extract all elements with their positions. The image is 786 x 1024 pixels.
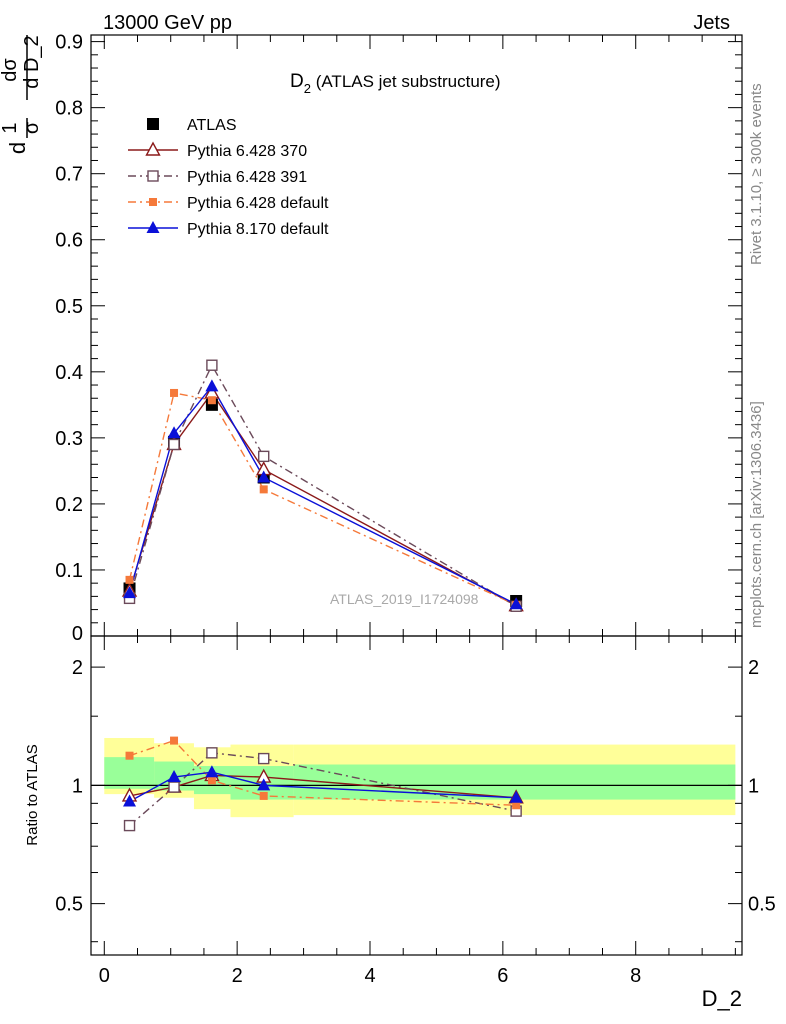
ratio-point-3 [509, 790, 523, 803]
main-series-line-3 [128, 392, 517, 606]
legend-label: Pythia 6.428 391 [187, 169, 307, 186]
main-point-2 [206, 359, 218, 371]
main-ytick-label: 0.1 [55, 560, 83, 582]
ratio-point-2 [259, 791, 268, 800]
ylabel-sigma: σ [21, 121, 43, 134]
main-ytick-label: 0.8 [55, 98, 83, 120]
legend-label: Pythia 6.428 default [187, 195, 329, 212]
ratio-point-3 [167, 770, 181, 783]
x-tick-label: 8 [630, 965, 641, 987]
ratio-series-line-2 [129, 739, 517, 806]
main-point-4 [257, 470, 271, 483]
main-ytick-label: 0.7 [55, 164, 83, 186]
plot-title: D2 (ATLAS jet substructure) [290, 71, 501, 96]
main-ytick-label: 0.9 [55, 32, 83, 54]
main-point-4 [205, 379, 219, 392]
mcplots-label: mcplots.cern.ch [arXiv:1306.3436] [748, 401, 765, 628]
main-series-line-1 [128, 391, 517, 607]
ratio-panel: 0.5 0.5 1 1 2 2 0 2 4 6 8 [55, 635, 776, 987]
ratio-point-2 [170, 736, 179, 745]
ratio-y-axis-label: Ratio to ATLAS [24, 744, 41, 845]
ylabel-one: 1 [0, 122, 21, 133]
ratio-point-3 [123, 794, 137, 807]
ylabel-dd2: d D_2 [21, 35, 43, 88]
ratio-point-1 [168, 781, 180, 793]
main-ytick-label: 0.4 [55, 362, 83, 384]
ylabel-d: d [5, 142, 30, 154]
main-ytick-label: 0.5 [55, 296, 83, 318]
x-tick-label: 4 [364, 965, 375, 987]
legend-marker [146, 221, 160, 233]
ratio-ytick-label: 2 [72, 657, 83, 679]
main-point-2 [258, 450, 270, 463]
ratio-ytick-label-right: 2 [748, 657, 759, 679]
ratio-point-2 [512, 801, 521, 810]
x-tick-label: 0 [99, 965, 110, 987]
title-sub: 2 [304, 81, 311, 96]
ratio-ytick-label: 0.5 [55, 894, 83, 916]
ratio-point-3 [257, 778, 271, 791]
x-tick-label: 6 [497, 965, 508, 987]
ratio-ytick-label-right: 0.5 [748, 894, 776, 916]
title-main: D [290, 71, 304, 92]
legend: ATLAS Pythia 6.428 370 Pythia 6.428 391 Pyt… [128, 117, 329, 238]
main-ytick-label: 0.3 [55, 428, 83, 450]
legend-marker [149, 198, 157, 206]
main-series-line-2 [128, 363, 517, 607]
main-point-4 [123, 586, 137, 599]
ratio-frame [90, 635, 743, 956]
legend-label: ATLAS [187, 117, 237, 134]
ratio-point-1 [258, 752, 270, 765]
ylabel-dsigma: dσ [0, 58, 21, 82]
legend-marker [147, 118, 159, 130]
main-panel: 0.1 0.2 0.3 0.4 0.5 0.6 0.7 0.8 0.9 0 [55, 32, 743, 645]
main-y-axis-label: d 1 σ dσ d D_2 [0, 35, 43, 154]
main-point-3 [170, 388, 179, 397]
ratio-point-3 [205, 765, 219, 778]
legend-marker [147, 170, 159, 182]
main-point-3 [259, 485, 268, 494]
ratio-point-2 [207, 776, 216, 785]
main-point-2 [168, 438, 180, 451]
main-point-3 [125, 575, 134, 584]
ratio-point-1 [123, 819, 136, 832]
main-ytick-label: 0.2 [55, 494, 83, 516]
category-label: Jets [693, 12, 730, 34]
main-point-3 [207, 396, 216, 405]
ratio-ytick-label-right: 1 [748, 775, 759, 797]
ratio-point-2 [125, 751, 134, 760]
ratio-point-1 [206, 747, 218, 759]
band-green [104, 757, 155, 789]
ratio-ytick-label: 1 [72, 775, 83, 797]
x-tick-label: 2 [232, 965, 243, 987]
svg-text:D2 (ATLAS jet substructure): D2 (ATLAS jet substructure) [290, 71, 501, 96]
rivet-label: Rivet 3.1.10, ≥ 300k events [748, 83, 765, 265]
legend-marker [145, 141, 161, 156]
x-axis-label: D_2 [702, 986, 742, 1011]
main-point-4 [167, 426, 181, 439]
energy-label: 13000 GeV pp [103, 12, 232, 34]
title-rest: (ATLAS jet substructure) [311, 72, 501, 91]
legend-label: Pythia 6.428 370 [187, 143, 307, 160]
main-ytick-label-zero: 0 [72, 623, 83, 645]
main-ytick-label: 0.6 [55, 230, 83, 252]
legend-label: Pythia 8.170 default [187, 221, 329, 238]
watermark: ATLAS_2019_I1724098 [330, 591, 479, 607]
main-point-4 [509, 597, 523, 610]
